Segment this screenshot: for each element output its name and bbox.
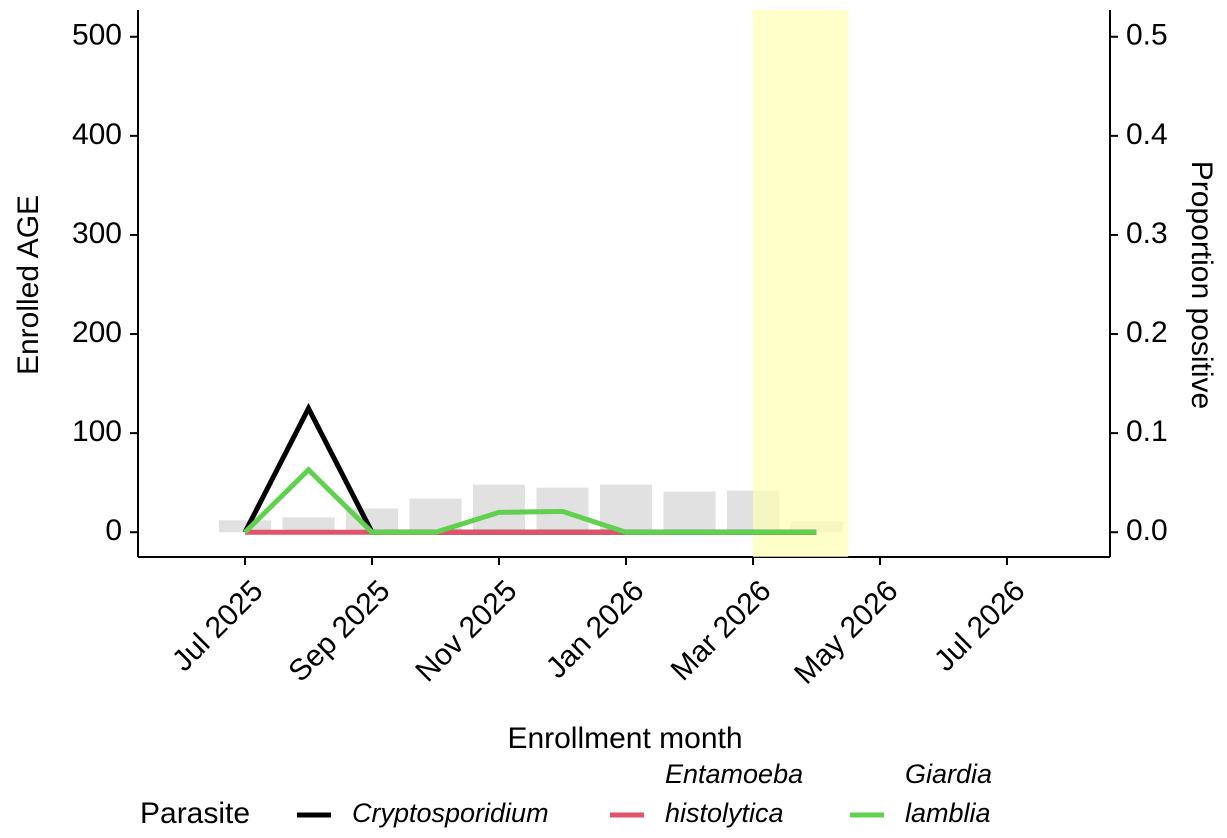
y-tick-label: 500 [72, 19, 122, 52]
y-tick-label: 400 [72, 118, 122, 151]
x-tick-label: Jul 2025 [166, 574, 270, 678]
x-axis-label: Enrollment month [507, 722, 742, 755]
y2-tick-label: 0.0 [1126, 514, 1168, 547]
y2-tick-label: 0.1 [1126, 415, 1168, 448]
x-tick-label: Jul 2026 [928, 574, 1032, 678]
x-tick-label: Jan 2026 [540, 574, 651, 685]
x-tick-label: May 2026 [788, 574, 904, 690]
bar [663, 491, 716, 533]
y2-axis-label: Proportion positive [1185, 161, 1218, 409]
y-tick-label: 0 [105, 514, 122, 547]
x-tick-label: Nov 2025 [409, 574, 523, 688]
legend-label: Entamoeba histolytica [665, 759, 803, 828]
y-tick-label: 100 [72, 415, 122, 448]
x-tick-label: Mar 2026 [665, 574, 778, 687]
y2-tick-label: 0.5 [1126, 19, 1168, 52]
bar [218, 520, 272, 533]
legend-label: Giardia lamblia [905, 759, 992, 828]
legend-label: Cryptosporidium [352, 798, 549, 828]
bar [345, 508, 399, 533]
x-tick-label: Sep 2025 [282, 574, 396, 688]
y2-tick-label: 0.3 [1126, 217, 1168, 250]
bar [282, 517, 335, 533]
legend-title: Parasite [140, 797, 250, 830]
bar [472, 484, 526, 533]
series-line [243, 466, 817, 535]
y-axis-label: Enrolled AGE [12, 195, 45, 375]
y2-tick-label: 0.4 [1126, 118, 1168, 151]
y-tick-label: 300 [72, 217, 122, 250]
highlight-band [753, 10, 849, 557]
y2-tick-label: 0.2 [1126, 316, 1168, 349]
y-tick-label: 200 [72, 316, 122, 349]
